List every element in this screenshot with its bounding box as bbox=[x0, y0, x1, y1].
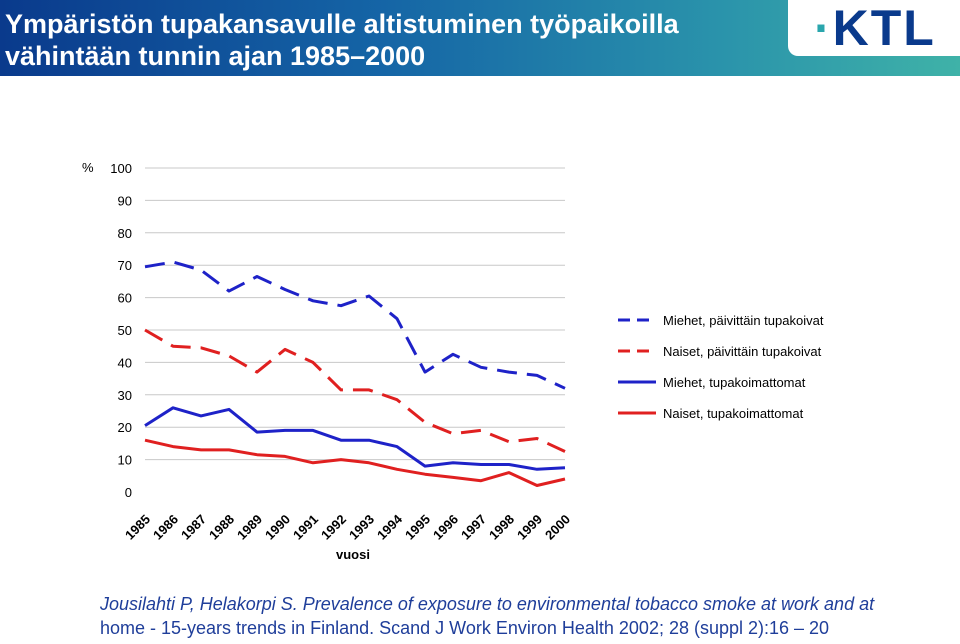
x-tick-label: 1998 bbox=[486, 512, 517, 543]
y-tick-label: 40 bbox=[118, 355, 132, 370]
series-line-3 bbox=[144, 438, 566, 487]
title-line-2: vähintään tunnin ajan 1985–2000 bbox=[5, 41, 426, 71]
x-tick-label: 1985 bbox=[122, 512, 153, 543]
x-axis-ticks: 1985198619871988198919901991199219931994… bbox=[122, 511, 573, 543]
y-tick-label: 0 bbox=[125, 485, 132, 500]
x-tick-label: 1997 bbox=[458, 512, 489, 543]
x-tick-label: 1995 bbox=[402, 512, 433, 543]
x-axis-label: vuosi bbox=[336, 547, 370, 562]
legend-label: Naiset, päivittäin tupakoivat bbox=[663, 344, 822, 359]
x-tick-label: 1996 bbox=[430, 512, 461, 543]
y-axis-ticks: 0 10 20 30 40 50 60 70 80 90 100 bbox=[110, 161, 132, 500]
citation: Jousilahti P, Helakorpi S. Prevalence of… bbox=[100, 592, 950, 640]
x-tick-label: 1994 bbox=[374, 511, 406, 543]
x-tick-label: 1999 bbox=[514, 512, 545, 543]
series-lines bbox=[144, 260, 566, 487]
y-tick-label: 50 bbox=[118, 323, 132, 338]
x-tick-label: 2000 bbox=[542, 512, 573, 543]
y-tick-label: 90 bbox=[118, 193, 132, 208]
legend-label: Miehet, päivittäin tupakoivat bbox=[663, 313, 824, 328]
citation-line-1: Jousilahti P, Helakorpi S. Prevalence of… bbox=[100, 594, 875, 614]
legend-label: Miehet, tupakoimattomat bbox=[663, 375, 806, 390]
y-tick-label: 60 bbox=[118, 291, 132, 306]
y-tick-label: 20 bbox=[118, 420, 132, 435]
y-tick-label: 30 bbox=[118, 388, 132, 403]
y-axis-label: % bbox=[82, 160, 94, 175]
title-line-1: Ympäristön tupakansavulle altistuminen t… bbox=[5, 9, 679, 39]
y-tick-label: 100 bbox=[110, 161, 132, 176]
x-tick-label: 1987 bbox=[178, 512, 209, 543]
x-tick-label: 1991 bbox=[290, 512, 321, 543]
x-tick-label: 1992 bbox=[318, 512, 349, 543]
legend-label: Naiset, tupakoimattomat bbox=[663, 406, 804, 421]
x-tick-label: 1993 bbox=[346, 512, 377, 543]
y-tick-label: 70 bbox=[118, 258, 132, 273]
x-tick-label: 1989 bbox=[234, 512, 265, 543]
x-tick-label: 1988 bbox=[206, 512, 237, 543]
series-line-0 bbox=[144, 260, 566, 390]
y-tick-label: 80 bbox=[118, 226, 132, 241]
gridlines bbox=[145, 167, 565, 461]
citation-line-2: home - 15-years trends in Finland. Scand… bbox=[100, 618, 830, 638]
logo-text: KTL bbox=[832, 0, 936, 56]
x-tick-label: 1990 bbox=[262, 512, 293, 543]
series-line-2 bbox=[144, 406, 566, 471]
slide-title: Ympäristön tupakansavulle altistuminen t… bbox=[5, 8, 775, 72]
y-tick-label: 10 bbox=[118, 453, 132, 468]
series-line-1 bbox=[144, 328, 566, 453]
x-tick-label: 1986 bbox=[150, 512, 181, 543]
legend: Miehet, päivittäin tupakoivat Naiset, päi… bbox=[618, 313, 824, 421]
ktl-logo: ·KTL bbox=[788, 0, 960, 56]
